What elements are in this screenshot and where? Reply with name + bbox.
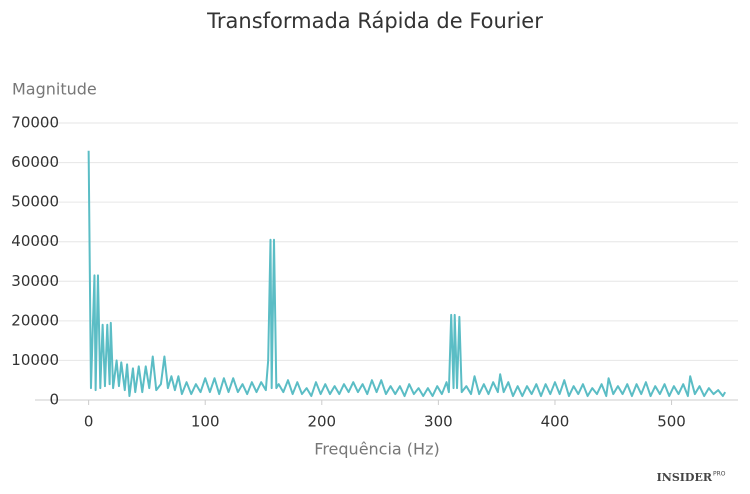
chart-title: Transformada Rápida de Fourier (206, 9, 543, 33)
x-tick-label: 500 (657, 413, 686, 431)
brand-suffix: PRO (713, 471, 726, 478)
y-tick-label: 60000 (11, 153, 59, 171)
y-tick-label: 50000 (11, 193, 59, 211)
x-tick-label: 200 (307, 413, 336, 431)
x-tick-label: 0 (84, 413, 94, 431)
x-tick-label: 100 (191, 413, 220, 431)
y-tick-label: 70000 (11, 114, 59, 132)
y-tick-label: 0 (49, 391, 59, 409)
y-axis-label: Magnitude (12, 80, 97, 99)
y-tick-label: 20000 (11, 311, 59, 329)
y-tick-label: 10000 (11, 351, 59, 369)
y-tick-label: 30000 (11, 272, 59, 290)
x-axis-label: Frequência (Hz) (314, 440, 439, 459)
x-tick-label: 400 (541, 413, 570, 431)
series-line (87, 150, 727, 398)
x-tick-label: 300 (424, 413, 453, 431)
brand: INSIDER (657, 471, 713, 484)
y-tick-label: 40000 (11, 232, 59, 250)
